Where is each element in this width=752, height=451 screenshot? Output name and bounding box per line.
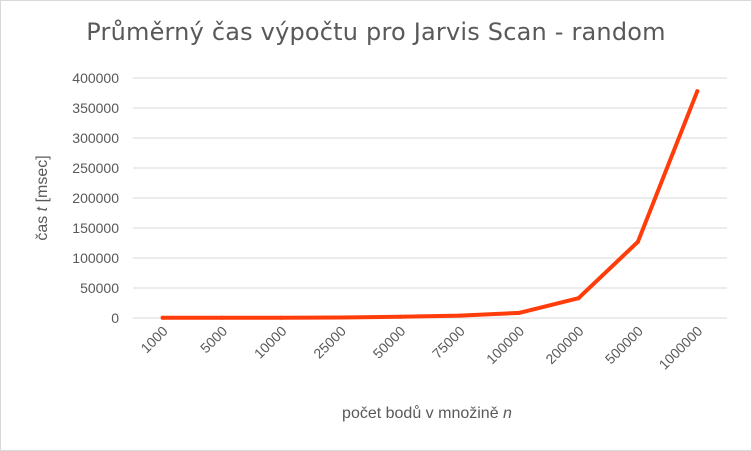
y-tick-label: 400000 [72,70,119,86]
x-axis-ticks: 1000 5000 10000 25000 50000 75000 100000 200000… [137,323,705,373]
data-point [220,315,225,320]
y-axis-label-var: t [34,206,51,211]
data-point [279,315,284,320]
x-tick-label: 50000 [370,323,409,362]
series-group [160,89,700,320]
chart-title: Průměrný čas výpočtu pro Jarvis Scan - r… [86,18,666,46]
y-tick-label: 200000 [72,190,119,206]
y-tick-label: 150000 [72,220,119,236]
y-axis-label-text: čas [34,211,51,240]
y-tick-label: 250000 [72,160,119,176]
x-axis-label-var: n [503,405,512,422]
y-tick-label: 50000 [80,280,119,296]
y-tick-label: 100000 [72,250,119,266]
data-point [517,310,522,315]
y-axis-ticks: 0 50000 100000 150000 200000 250000 300000 3500… [72,70,119,326]
x-axis-label: počet bodů v množině n [342,404,512,422]
data-point [338,315,343,320]
y-axis-label: čas t [msec] [34,155,51,240]
x-tick-label: 5000 [197,323,230,356]
data-point [457,313,462,318]
data-point [635,239,640,244]
x-tick-label: 100000 [483,323,527,367]
x-tick-label: 10000 [251,323,290,362]
series-line [160,89,700,320]
x-tick-label: 25000 [310,323,349,362]
data-point [695,89,700,94]
y-axis-label-suffix: [msec] [34,155,51,207]
data-point [576,296,581,301]
x-tick-label: 200000 [542,323,586,367]
x-tick-label: 1000 [137,323,170,356]
x-axis-label-text: počet bodů v množině [342,404,503,422]
grid-lines [133,77,727,319]
y-tick-label: 350000 [72,100,119,116]
x-tick-label: 500000 [602,323,646,367]
y-tick-label: 0 [111,310,119,326]
y-tick-label: 300000 [72,130,119,146]
x-tick-label: 1000000 [656,323,706,373]
data-point [160,315,165,320]
x-tick-label: 75000 [429,323,468,362]
data-point [398,314,403,319]
